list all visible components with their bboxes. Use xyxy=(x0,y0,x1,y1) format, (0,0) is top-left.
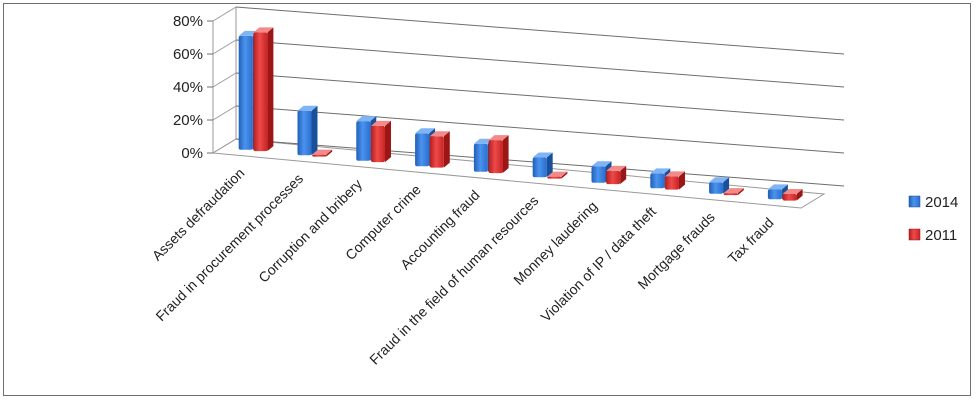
side-gridline xyxy=(212,39,237,55)
bar-2014 xyxy=(532,152,553,178)
gridline xyxy=(235,6,845,55)
legend: 2014 2011 xyxy=(908,194,958,244)
y-tick-label: 80% xyxy=(173,13,203,30)
chart-frame: 0% 20% 40% 60% 80% Assets defraudation Fraud … xyxy=(3,3,971,396)
bar-2011 xyxy=(429,131,450,168)
gridline xyxy=(235,39,845,88)
bar-2011 xyxy=(606,165,627,185)
bar-chart-3d: 0%20%40%60%80% Assets defraudationFraud … xyxy=(149,6,958,368)
bar-2011 xyxy=(782,189,803,201)
bar-2011 xyxy=(547,171,568,179)
legend-label-2014: 2014 xyxy=(925,194,958,211)
y-axis-ticks: 0% 20% 40% 60% 80% xyxy=(173,13,203,162)
bar-2011 xyxy=(312,149,333,157)
gridline xyxy=(235,72,845,121)
side-gridline xyxy=(212,138,237,154)
bar-2011 xyxy=(370,120,391,163)
y-tick-label: 40% xyxy=(173,79,203,96)
gridline xyxy=(235,105,845,154)
side-gridline xyxy=(212,105,237,121)
y-tick-label: 60% xyxy=(173,46,203,63)
side-gridline xyxy=(212,6,237,22)
x-category-label: Violation of IP / data theft xyxy=(537,203,659,325)
x-category-label: Tax fraud xyxy=(725,214,777,266)
bar-2011 xyxy=(253,27,274,152)
y-tick-label: 0% xyxy=(181,145,203,162)
legend-label-2011: 2011 xyxy=(925,227,957,244)
y-tick-label: 20% xyxy=(173,112,203,129)
legend-swatch-2014 xyxy=(908,195,921,208)
bar-2014 xyxy=(297,105,318,156)
bars xyxy=(238,27,803,201)
bar-2014 xyxy=(709,177,730,194)
bar-2014 xyxy=(767,184,788,200)
bar-2011 xyxy=(664,171,685,190)
bar-2011 xyxy=(488,135,509,174)
side-gridline xyxy=(212,72,237,88)
bar-2011 xyxy=(723,188,744,196)
legend-swatch-2011 xyxy=(908,228,921,241)
